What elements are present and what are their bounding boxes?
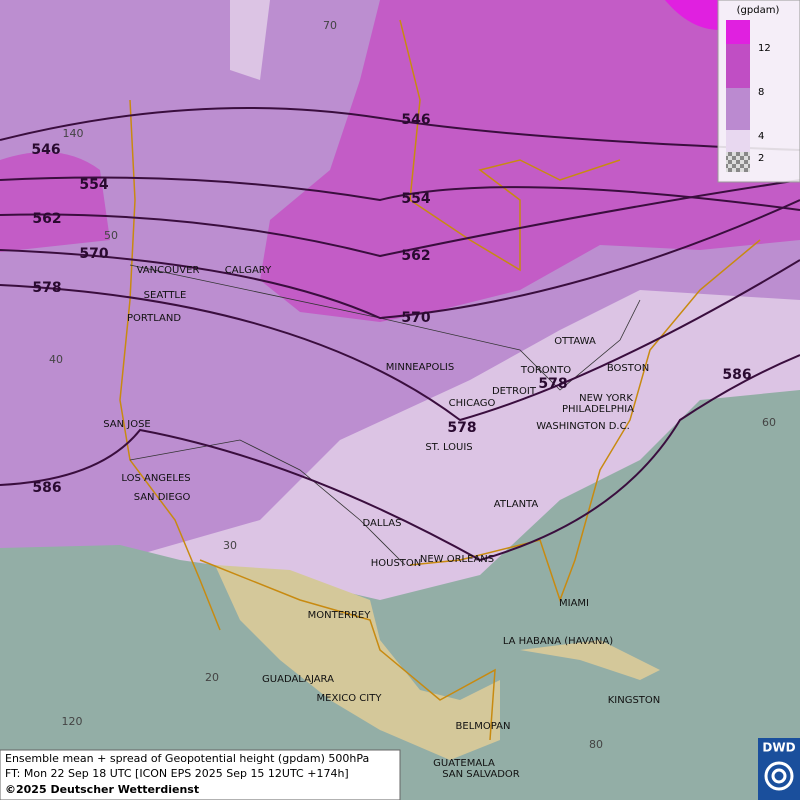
city-label: MONTERREY <box>308 610 372 621</box>
city-label: MIAMI <box>559 598 589 609</box>
legend-level: 12 <box>758 43 771 54</box>
contour-label: 546 <box>31 142 60 158</box>
city-label: MEXICO CITY <box>317 693 383 704</box>
footer-line: FT: Mon 22 Sep 18 UTC [ICON EPS 2025 Sep… <box>5 767 349 780</box>
city-label: KINGSTON <box>608 695 661 706</box>
contour-label: 578 <box>447 420 476 436</box>
city-label: WASHINGTON D.C. <box>536 421 630 432</box>
contour-label: 578 <box>32 280 61 296</box>
legend-level: 8 <box>758 87 764 98</box>
footer: Ensemble mean + spread of Geopotential h… <box>0 749 401 801</box>
legend-level: 2 <box>758 153 764 164</box>
footer-box <box>0 749 401 801</box>
contour <box>0 354 800 562</box>
city-label: CHICAGO <box>449 398 496 409</box>
city-label: GUATEMALA <box>433 758 495 769</box>
city-label: LOS ANGELES <box>121 473 190 484</box>
contour <box>0 176 800 211</box>
city-label: SAN JOSE <box>103 419 151 430</box>
city-label: TORONTO <box>520 365 571 376</box>
contour-label: 578 <box>538 376 567 392</box>
spread-8-12 <box>260 0 800 322</box>
legend-swatch <box>726 44 750 88</box>
spread-8-12 <box>0 152 110 252</box>
contour-label: 562 <box>32 211 61 227</box>
footer-line: Ensemble mean + spread of Geopotential h… <box>5 752 369 765</box>
city-labels: VANCOUVER CALGARY SEATTLE PORTLAND MINNEAPOL… <box>103 265 660 780</box>
legend: (gpdam) 12 8 4 2 <box>717 0 800 183</box>
city-label: SEATTLE <box>144 290 187 301</box>
contour-label: 586 <box>722 367 751 383</box>
graticule-label: 140 <box>63 127 84 140</box>
contour-label: 554 <box>401 191 430 207</box>
legend-unit: (gpdam) <box>737 5 780 16</box>
border <box>129 264 641 566</box>
contour <box>0 179 800 258</box>
contour <box>0 259 800 422</box>
contour-label: 546 <box>401 112 430 128</box>
city-label: DETROIT <box>492 386 537 397</box>
city-label: HOUSTON <box>371 558 422 569</box>
city-label: BELMOPAN <box>456 721 511 732</box>
contour <box>0 106 800 151</box>
city-label: PORTLAND <box>127 313 181 324</box>
contour-label: 570 <box>401 310 430 326</box>
logo-icon <box>771 768 787 784</box>
coastline <box>119 19 761 741</box>
city-label: DALLAS <box>363 518 402 529</box>
city-label: PHILADELPHIA <box>562 404 634 415</box>
city-label: GUADALAJARA <box>262 674 334 685</box>
ocean-low-spread <box>0 390 800 800</box>
legend-swatch <box>726 130 750 152</box>
graticule-label: 40 <box>49 353 63 366</box>
graticule-label: 30 <box>223 539 237 552</box>
legend-swatch <box>726 152 750 172</box>
contour-label: 562 <box>401 248 430 264</box>
contour-label: 586 <box>32 480 61 496</box>
graticule-label: 70 <box>323 19 337 32</box>
legend-swatch <box>726 88 750 130</box>
graticule-label: 50 <box>104 229 118 242</box>
city-label: VANCOUVER <box>137 265 200 276</box>
contour-label: 570 <box>79 246 108 262</box>
graticule-label: 120 <box>62 715 83 728</box>
city-label: ATLANTA <box>494 499 539 510</box>
legend-swatch <box>726 20 750 44</box>
spread-low <box>230 0 270 80</box>
city-label: LA HABANA (HAVANA) <box>503 636 613 647</box>
city-label: NEW YORK <box>579 393 633 404</box>
land-terrain <box>520 640 660 680</box>
legend-level: 4 <box>758 131 764 142</box>
city-label: SAN SALVADOR <box>442 769 519 780</box>
footer-line: ©2025 Deutscher Wetterdienst <box>5 783 199 796</box>
city-label: SAN DIEGO <box>134 492 191 503</box>
city-label: CALGARY <box>225 265 272 276</box>
city-label: MINNEAPOLIS <box>386 362 454 373</box>
city-label: NEW ORLEANS <box>420 554 494 565</box>
contour <box>0 199 800 320</box>
graticule-label: 80 <box>589 738 603 751</box>
contour-label: 554 <box>79 177 108 193</box>
logo-text: DWD <box>762 741 795 755</box>
graticule-label: 20 <box>205 671 219 684</box>
spread-12 <box>665 0 720 30</box>
logo: DWD <box>758 738 800 800</box>
graticule-label: 60 <box>762 416 776 429</box>
logo-icon <box>764 761 794 791</box>
land-terrain <box>215 565 500 760</box>
city-label: OTTAWA <box>554 336 596 347</box>
city-label: BOSTON <box>607 363 649 374</box>
city-label: ST. LOUIS <box>425 442 472 453</box>
